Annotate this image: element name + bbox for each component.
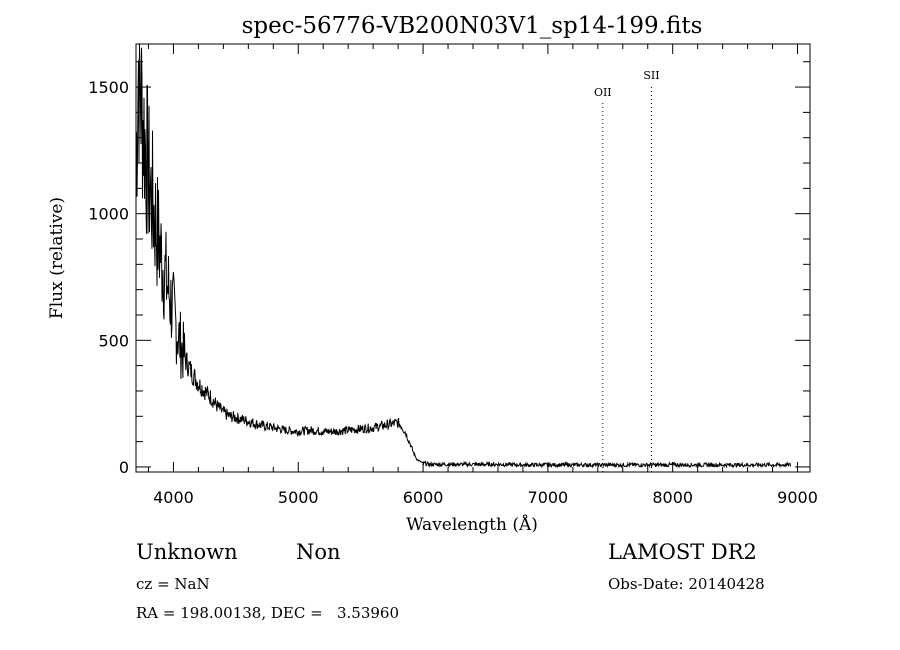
redshift-text: cz = NaN — [136, 575, 210, 593]
plot-frame — [135, 43, 811, 473]
spectral-line-label: OII — [594, 86, 612, 99]
series-group — [135, 44, 792, 469]
y-tick-label: 500 — [98, 331, 129, 350]
y-tick-label: 1000 — [88, 205, 129, 224]
coordinates-text: RA = 198.00138, DEC = 3.53960 — [136, 604, 400, 622]
tick-labels: 4000 5000 6000 7000 8000 9000 0 500 1000 1500 — [88, 78, 818, 507]
obs-date-text: Obs-Date: 20140428 — [608, 575, 765, 593]
plot-axes — [135, 43, 811, 473]
x-tick-label: 8000 — [652, 488, 693, 507]
x-tick-label: 7000 — [528, 488, 569, 507]
spectral-line-markers: OII SII — [594, 69, 660, 472]
x-tick-label: 5000 — [278, 488, 319, 507]
chart-title: spec-56776-VB200N03V1_sp14-199.fits — [242, 13, 703, 39]
spectrum-line — [135, 44, 792, 469]
object-class: Unknown — [136, 540, 238, 564]
x-tick-label: 4000 — [153, 488, 194, 507]
x-tick-label: 9000 — [777, 488, 818, 507]
spectral-line-label: SII — [643, 69, 659, 82]
x-axis-label: Wavelength (Å) — [406, 514, 538, 535]
object-subclass: Non — [296, 540, 341, 564]
survey-label: LAMOST DR2 — [608, 540, 757, 564]
axis-ticks — [136, 44, 810, 472]
y-tick-label: 0 — [119, 458, 129, 477]
x-tick-label: 6000 — [403, 488, 444, 507]
y-tick-label: 1500 — [88, 78, 129, 97]
y-axis-label: Flux (relative) — [47, 197, 67, 319]
